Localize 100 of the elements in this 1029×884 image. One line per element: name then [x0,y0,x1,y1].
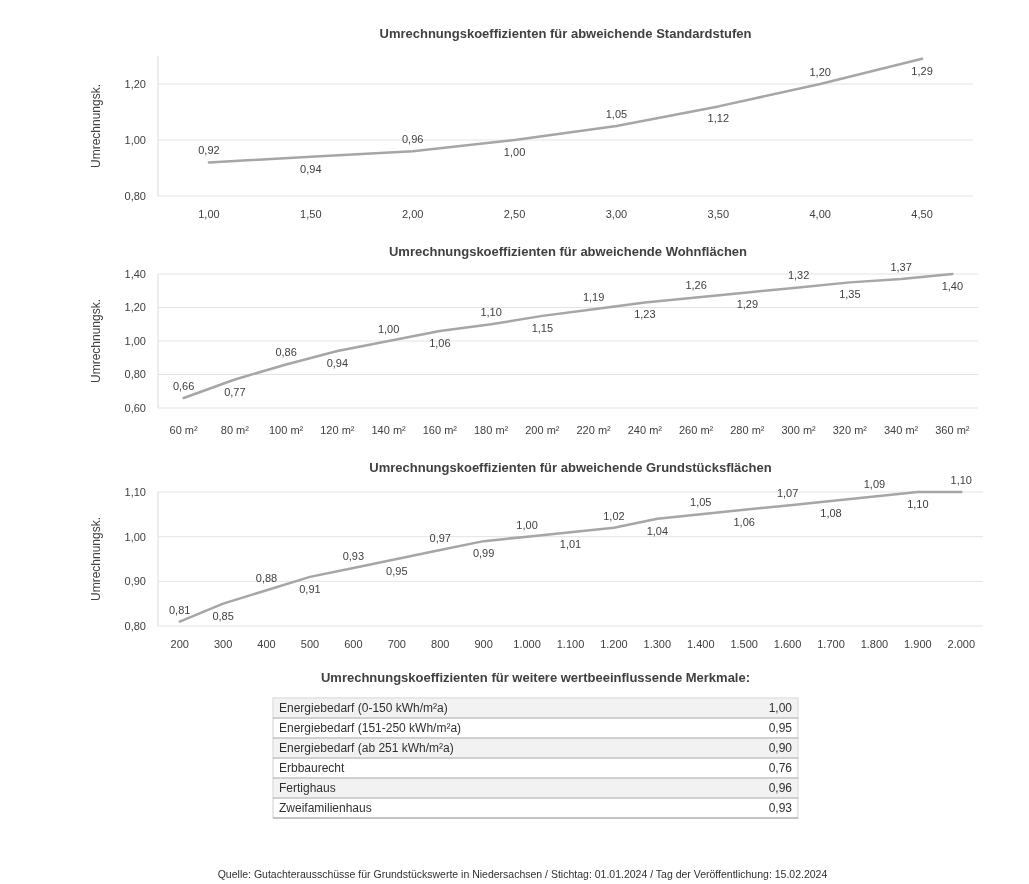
y-tick-label: 0,80 [124,368,146,381]
x-tick-label: 1.000 [513,638,541,650]
data-label: 0,91 [299,582,321,595]
x-tick-label: 100 m² [269,424,304,436]
x-tick-label: 1,50 [300,208,322,220]
x-tick-label: 1.800 [860,638,889,650]
data-label: 0,95 [386,565,408,577]
data-label: 0,66 [172,379,195,392]
x-tick-label: 400 [257,638,276,650]
data-label: 1,23 [634,308,656,321]
x-tick-label: 360 m² [935,424,970,436]
data-label: 1,09 [863,478,886,491]
y-axis-title: Umrechnungsk. [89,298,103,384]
source-note: Quelle: Gutachterausschüsse für Grundstückswerte in Niedersachsen / Stichtag: 01.01.2024 / Tag der Veröffentlichung: 15.02.2024 [217,868,828,880]
data-label: 1,05 [690,496,712,509]
x-tick-label: 500 [300,638,320,650]
y-tick-label: 1,00 [124,133,146,146]
chart-title: Umrechnungskoeffizienten für abweichende Standardstufen [379,26,752,41]
chart-title: Umrechnungskoeffizienten für abweichende Grundstücksflächen [369,460,772,475]
x-tick-label: 300 m² [781,424,817,436]
x-tick-label: 900 [474,638,493,650]
y-axis-title: Umrechnungsk. [89,516,103,602]
chart-title: Umrechnungskoeffizienten für abweichende Wohnflächen [388,244,748,259]
category-label: Energiebedarf (151-250 kWh/m²a) [279,721,462,735]
data-label: 1,26 [685,279,707,292]
y-tick-label: 0,60 [124,401,146,414]
data-label: 1,40 [941,280,964,292]
data-label: 1,20 [809,66,831,78]
data-label: 0,94 [300,162,322,175]
text: 0,76 [768,761,792,775]
text: 1,00 [768,701,792,715]
x-tick-label: 240 m² [627,424,663,436]
data-label: 1,08 [820,506,842,519]
x-tick-label: 600 [344,638,363,650]
x-tick-label: 2.000 [947,638,976,650]
text: 0,95 [768,721,792,735]
data-label: 1,06 [733,515,755,528]
x-tick-label: 1,00 [198,208,220,220]
x-tick-label: 800 [431,638,450,650]
y-tick-label: 1,20 [124,77,146,90]
data-label: 1,29 [736,298,759,311]
category-label: Zweifamilienhaus [279,801,372,815]
text: 0,93 [768,801,792,815]
data-label: 1,00 [377,323,400,335]
x-tick-label: 200 m² [525,424,560,436]
x-tick-label: 280 m² [730,424,765,436]
y-tick-label: 0,80 [124,189,146,202]
x-tick-label: 340 m² [884,424,919,436]
x-tick-label: 320 m² [832,424,868,436]
x-tick-label: 200 [170,638,189,650]
x-tick-label: 1.600 [773,638,802,650]
x-tick-label: 160 m² [422,424,458,436]
data-label: 1,01 [559,538,582,551]
x-tick-label: 260 m² [679,424,714,436]
data-label: 1,07 [776,487,799,500]
x-tick-label: 1.100 [556,638,585,650]
x-tick-label: 2,00 [401,208,424,220]
data-label: 0,97 [429,532,451,545]
data-label: 1,29 [911,64,933,77]
x-tick-label: 1.900 [904,638,932,650]
y-tick-label: 1,00 [124,334,146,347]
category-label: Energiebedarf (0-150 kWh/m²a) [279,701,448,715]
data-label: 1,12 [707,112,730,125]
x-tick-label: 2,50 [503,208,526,220]
x-tick-label: 300 [213,638,233,650]
x-tick-label: 180 m² [474,424,509,436]
data-label: 0,85 [212,609,234,622]
x-tick-label: 80 m² [220,424,250,436]
x-tick-label: 3,00 [605,208,628,220]
data-label: 1,10 [950,474,972,486]
x-tick-label: 4,50 [911,208,933,220]
data-label: 1,10 [480,306,502,319]
data-label: 0,81 [169,603,191,616]
text: 0,96 [768,781,792,795]
y-tick-label: 1,10 [124,485,146,498]
data-label: 1,02 [603,509,625,522]
data-label: 0,93 [342,549,365,562]
data-label: 1,10 [907,498,929,510]
data-label: 1,00 [516,518,538,531]
data-label: 1,05 [605,108,628,120]
x-tick-label: 1.400 [687,638,715,650]
x-tick-label: 140 m² [371,424,407,436]
category-label: Erbbaurecht [279,761,346,775]
data-label: 0,99 [472,547,495,560]
x-tick-label: 220 m² [576,424,612,436]
category-label: Fertighaus [279,781,336,795]
data-label: 1,00 [503,146,526,158]
data-label: 1,15 [531,321,554,334]
x-tick-label: 1.200 [600,638,628,650]
x-tick-label: 120 m² [320,424,355,436]
text: Umrechnungskoeffizienten für weitere wertbeeinflussende Merkmale: [320,670,751,685]
x-tick-label: 3,50 [707,208,730,220]
x-tick-label: 1.300 [643,638,672,650]
text: 0,90 [768,741,792,755]
data-label: 0,88 [255,572,278,585]
data-label: 0,86 [275,346,297,359]
y-axis-title: Umrechnungsk. [89,83,103,169]
y-tick-label: 1,40 [124,267,146,280]
data-label: 0,96 [401,133,424,146]
data-label: 1,19 [582,291,605,304]
